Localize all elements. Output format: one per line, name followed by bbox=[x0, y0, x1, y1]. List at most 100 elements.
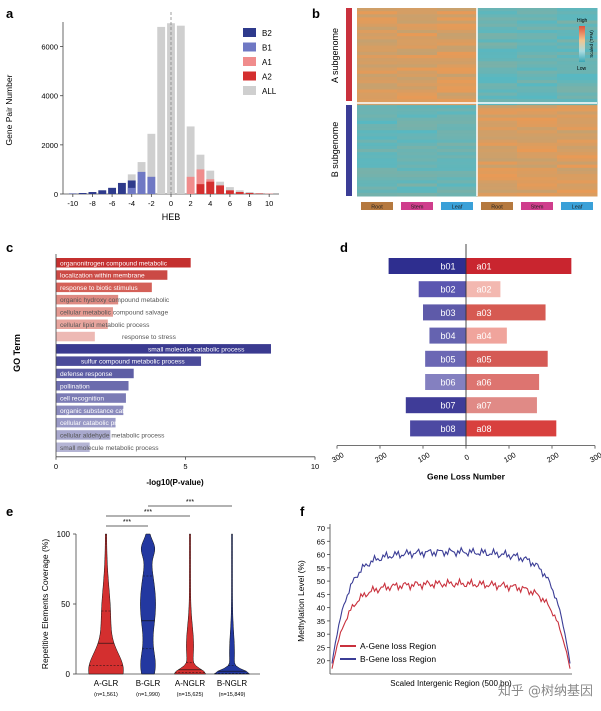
b-column-annotation bbox=[481, 202, 513, 210]
b-heat-cell bbox=[557, 170, 598, 175]
b-heat-cell bbox=[397, 167, 438, 172]
b-heat-cell bbox=[477, 158, 518, 163]
d-bar-a bbox=[466, 304, 546, 321]
b-heat-cell bbox=[357, 145, 398, 150]
b-heat-cell bbox=[437, 105, 478, 109]
b-heat-cell bbox=[517, 174, 558, 178]
b-heat-cell bbox=[357, 48, 398, 53]
e-count-label: (n=15,625) bbox=[177, 692, 204, 698]
b-heat-cell bbox=[397, 102, 438, 106]
f-series-line bbox=[331, 577, 571, 669]
d-x-tick-label: 200 bbox=[373, 450, 388, 464]
b-heat-cell bbox=[517, 192, 558, 197]
b-heat-cell bbox=[357, 170, 398, 175]
b-heat-cell bbox=[397, 105, 438, 109]
d-label-a: a01 bbox=[476, 262, 491, 272]
b-column-label: Stem bbox=[411, 205, 424, 211]
a-x-tick-label: 0 bbox=[169, 199, 173, 208]
b-heat-cell bbox=[517, 11, 558, 15]
b-heat-cell bbox=[397, 158, 438, 163]
d-bar-b bbox=[429, 327, 466, 344]
b-heat-cell bbox=[357, 155, 398, 159]
b-heat-cell bbox=[517, 51, 558, 56]
b-heat-cell bbox=[557, 23, 598, 28]
b-heat-cell bbox=[557, 155, 598, 159]
a-bar-b1 bbox=[137, 171, 146, 194]
b-heat-cell bbox=[437, 92, 478, 97]
b-heat-cell bbox=[437, 123, 478, 128]
e-significance-label: *** bbox=[186, 499, 194, 506]
c-bar bbox=[56, 368, 134, 379]
b-heat-cell bbox=[357, 127, 398, 131]
b-heat-cell bbox=[397, 26, 438, 31]
b-heat-cell bbox=[477, 42, 518, 47]
b-heat-cell bbox=[357, 192, 398, 197]
e-y-tick-label: 100 bbox=[57, 530, 71, 539]
b-heat-cell bbox=[437, 117, 478, 122]
b-heat-cell bbox=[397, 127, 438, 131]
e-count-label: (n=15,849) bbox=[219, 692, 246, 698]
b-column-annotation bbox=[441, 202, 473, 210]
b-heat-cell bbox=[477, 86, 518, 90]
b-heat-cell bbox=[397, 45, 438, 50]
b-heat-cell bbox=[557, 17, 598, 22]
b-b-group-bar bbox=[346, 105, 352, 196]
b-heat-cell bbox=[517, 58, 558, 62]
b-heat-cell bbox=[517, 92, 558, 97]
b-heat-cell bbox=[557, 55, 598, 59]
a-y-tick-label: 6000 bbox=[41, 43, 58, 52]
d-label-b: b02 bbox=[440, 285, 455, 295]
b-heat-cell bbox=[437, 64, 478, 69]
b-heat-cell bbox=[477, 117, 518, 122]
b-heat-cell bbox=[397, 108, 438, 112]
c-bar bbox=[56, 270, 168, 280]
c-bar bbox=[56, 344, 271, 354]
b-heat-cell bbox=[557, 61, 598, 65]
b-heat-cell bbox=[477, 83, 518, 87]
f-y-tick-label: 40 bbox=[317, 604, 325, 613]
e-category-label: B-GLR bbox=[136, 679, 161, 688]
b-heat-cell bbox=[517, 170, 558, 175]
d-x-tick-label: 0 bbox=[463, 452, 471, 462]
b-heat-cell bbox=[517, 152, 558, 156]
b-heat-cell bbox=[397, 51, 438, 56]
f-y-tick-label: 55 bbox=[317, 564, 325, 573]
a-bar-a1 bbox=[196, 169, 205, 194]
b-heat-cell bbox=[357, 92, 398, 97]
b-heat-cell bbox=[357, 152, 398, 156]
b-heat-cell bbox=[517, 186, 558, 191]
b-heat-cell bbox=[437, 120, 478, 125]
b-heat-cell bbox=[357, 26, 398, 31]
a-bar-a2 bbox=[206, 181, 215, 194]
b-heat-cell bbox=[397, 67, 438, 72]
b-heat-cell bbox=[477, 120, 518, 125]
b-heat-cell bbox=[357, 11, 398, 15]
b-heat-cell bbox=[357, 114, 398, 119]
b-heat-cell bbox=[557, 39, 598, 43]
b-heat-cell bbox=[357, 51, 398, 56]
d-x-axis-label: Gene Loss Number bbox=[427, 472, 506, 482]
b-heat-cell bbox=[437, 127, 478, 131]
b-heat-cell bbox=[357, 105, 398, 109]
panel-f-letter: f bbox=[300, 504, 305, 519]
c-bar bbox=[56, 393, 126, 403]
b-heat-cell bbox=[397, 177, 438, 181]
b-heat-cell bbox=[397, 80, 438, 84]
b-heat-cell bbox=[517, 45, 558, 50]
b-heat-cell bbox=[517, 26, 558, 31]
e-count-label: (n=1,990) bbox=[136, 692, 160, 698]
b-heat-cell bbox=[397, 36, 438, 40]
b-heat-cell bbox=[357, 95, 398, 100]
b-heat-cell bbox=[557, 11, 598, 15]
b-heat-cell bbox=[397, 86, 438, 90]
b-column-annotation bbox=[561, 202, 593, 210]
c-bar bbox=[56, 331, 95, 342]
b-heat-cell bbox=[397, 14, 438, 18]
b-heat-cell bbox=[517, 139, 558, 144]
e-count-label: (n=1,561) bbox=[94, 692, 118, 698]
b-heat-cell bbox=[357, 189, 398, 194]
c-category-label: cellular metabolic compound salvage bbox=[60, 310, 168, 317]
panel-a-x-axis-label: HEB bbox=[162, 212, 181, 222]
b-heat-cell bbox=[557, 164, 598, 169]
b-heat-cell bbox=[517, 8, 558, 12]
